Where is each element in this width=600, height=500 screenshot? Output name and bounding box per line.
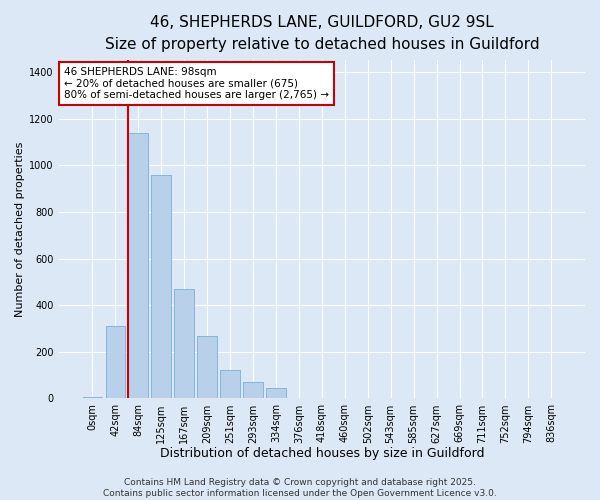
X-axis label: Distribution of detached houses by size in Guildford: Distribution of detached houses by size … — [160, 447, 484, 460]
Text: 46 SHEPHERDS LANE: 98sqm
← 20% of detached houses are smaller (675)
80% of semi-: 46 SHEPHERDS LANE: 98sqm ← 20% of detach… — [64, 67, 329, 100]
Bar — [197, 336, 217, 398]
Bar — [151, 174, 171, 398]
Title: 46, SHEPHERDS LANE, GUILDFORD, GU2 9SL
Size of property relative to detached hou: 46, SHEPHERDS LANE, GUILDFORD, GU2 9SL S… — [104, 15, 539, 52]
Bar — [220, 370, 240, 398]
Bar — [106, 326, 125, 398]
Bar — [266, 388, 286, 398]
Bar — [243, 382, 263, 398]
Text: Contains HM Land Registry data © Crown copyright and database right 2025.
Contai: Contains HM Land Registry data © Crown c… — [103, 478, 497, 498]
Y-axis label: Number of detached properties: Number of detached properties — [15, 142, 25, 317]
Bar — [128, 132, 148, 398]
Bar — [175, 289, 194, 399]
